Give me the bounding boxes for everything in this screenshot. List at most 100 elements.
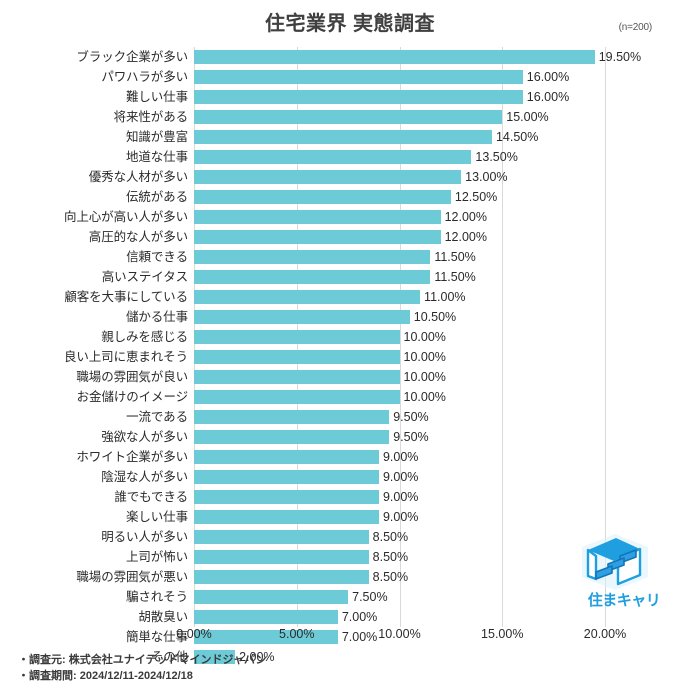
bar-container: 8.50% (194, 567, 700, 587)
bar-container: 10.00% (194, 327, 700, 347)
category-label: 向上心が高い人が多い (63, 210, 188, 224)
bar-container: 13.00% (194, 167, 700, 187)
category-label: 伝統がある (125, 190, 188, 204)
bar-container: 9.50% (194, 427, 700, 447)
sample-size-annotation: (n=200) (618, 22, 653, 33)
bar-row: 誰でもできる 9.00% (0, 487, 700, 507)
bar (194, 530, 369, 544)
bar-value-label: 10.00% (403, 350, 446, 364)
bar (194, 570, 369, 584)
bar-row: お金儲けのイメージ 10.00% (0, 387, 700, 407)
bar (194, 450, 379, 464)
bar-value-label: 9.00% (382, 510, 419, 524)
gridline (502, 47, 504, 627)
bar-row: 伝統がある 12.50% (0, 187, 700, 207)
house-stairs-icon (574, 532, 656, 592)
bar-chart: ブラック企業が多い 19.50% パワハラが多い 16.00% 難しい仕事 16.00% 将… (0, 47, 700, 664)
category-label: 親しみを感じる (101, 330, 188, 344)
category-label: 誰でもできる (114, 490, 188, 504)
category-label: 明るい人が多い (101, 530, 188, 544)
bar-container: 19.50% (194, 47, 700, 67)
bar-container: 10.00% (194, 347, 700, 367)
bar-row: 強欲な人が多い 9.50% (0, 427, 700, 447)
bar-container: 13.50% (194, 147, 700, 167)
category-label: 陰湿な人が多い (101, 470, 188, 484)
footer-source: ・調査元: 株式会社ユナイテッドマインドジャパン (18, 654, 267, 666)
bar-row: 高いステイタス 11.50% (0, 267, 700, 287)
bar-value-label: 15.00% (506, 110, 549, 124)
footer-period: ・調査期間: 2024/12/11-2024/12/18 (18, 670, 193, 682)
bar-container: 16.00% (194, 87, 700, 107)
bar-value-label: 8.50% (372, 570, 409, 584)
x-axis-tick-label: 20.00% (583, 627, 627, 641)
gridline (399, 47, 401, 627)
page-title: 住宅業界 実態調査 (264, 13, 436, 35)
bar-value-label: 9.00% (382, 490, 419, 504)
category-label: 良い上司に恵まれそう (63, 350, 188, 364)
bar (194, 610, 338, 624)
bar (194, 550, 369, 564)
bar-value-label: 7.50% (352, 590, 388, 604)
bar-row: 知識が豊富 14.50% (0, 127, 700, 147)
bar-container: 11.00% (194, 287, 700, 307)
category-label: お金儲けのイメージ (76, 390, 188, 404)
bar-value-label: 2.00% (239, 650, 275, 664)
category-label: 地道な仕事 (125, 150, 188, 164)
bar (194, 630, 338, 644)
bar-row: 顧客を大事にしている 11.00% (0, 287, 700, 307)
bar-row: 胡散臭い 7.00% (0, 607, 700, 627)
logo-text: 住まキャリ (587, 592, 661, 609)
bar-value-label: 8.50% (372, 530, 409, 544)
bar (194, 590, 349, 604)
bar-container: 9.50% (194, 407, 700, 427)
bar-row: 難しい仕事 16.00% (0, 87, 700, 107)
bar-row: 職場の雰囲気が良い 10.00% (0, 367, 700, 387)
chart-header: 住宅業界 実態調査 (n=200) (0, 10, 700, 44)
bar-value-label: 11.00% (424, 290, 466, 304)
category-label: 職場の雰囲気が良い (76, 370, 188, 384)
bar-value-label: 16.00% (526, 90, 570, 104)
bar-row: 信頼できる 11.50% (0, 247, 700, 267)
bar-container: 10.00% (194, 387, 700, 407)
bar-value-label: 10.00% (403, 330, 446, 344)
bar-container: 10.00% (194, 367, 700, 387)
category-label: 騙されそう (125, 590, 188, 604)
bar-row: ブラック企業が多い 19.50% (0, 47, 700, 67)
category-label: 強欲な人が多い (101, 430, 188, 444)
category-label: その他 (150, 650, 188, 664)
bar-value-label: 13.50% (475, 150, 518, 164)
x-axis-tick-label: 10.00% (378, 627, 421, 641)
bar-value-label: 9.00% (382, 450, 419, 464)
bar (194, 90, 523, 104)
bar (194, 210, 441, 224)
bar-value-label: 11.50% (434, 270, 476, 284)
x-axis: 0.00% 5.00% 10.00% 15.00% 20.00% (0, 627, 700, 645)
bar-row: ホワイト企業が多い 9.00% (0, 447, 700, 467)
bar-row: 将来性がある 15.00% (0, 107, 700, 127)
bar-row: 良い上司に恵まれそう 10.00% (0, 347, 700, 367)
bar (194, 490, 379, 504)
bar-container: 11.50% (194, 247, 700, 267)
bar-value-label: 11.50% (434, 250, 476, 264)
bar (194, 410, 390, 424)
category-label: 高圧的な人が多い (88, 230, 188, 244)
category-label: 胡散臭い (138, 610, 188, 624)
bar-row: 上司が怖い 8.50% (0, 547, 700, 567)
category-label: 上司が怖い (125, 550, 188, 564)
bar-value-label: 19.50% (598, 50, 642, 64)
x-axis-tick-label: 5.00% (279, 627, 315, 641)
bar-row: 楽しい仕事 9.00% (0, 507, 700, 527)
bar-row: 職場の雰囲気が悪い 8.50% (0, 567, 700, 587)
bar-container: 2.00% (194, 647, 700, 667)
bar-container: 12.00% (194, 227, 700, 247)
bar-container: 16.00% (194, 67, 700, 87)
category-label: 将来性がある (113, 110, 189, 124)
bar-container: 12.00% (194, 207, 700, 227)
bar-container: 9.00% (194, 507, 700, 527)
category-label: 信頼できる (126, 250, 188, 264)
bar-container: 15.00% (194, 107, 700, 127)
bar-row: 明るい人が多い 8.50% (0, 527, 700, 547)
bar-value-label: 10.00% (403, 390, 446, 404)
bar (194, 370, 400, 384)
bar (194, 350, 400, 364)
